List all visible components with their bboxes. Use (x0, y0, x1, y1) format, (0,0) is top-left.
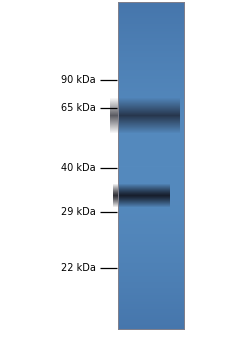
Text: 22 kDa: 22 kDa (61, 263, 96, 273)
Text: 29 kDa: 29 kDa (61, 207, 96, 217)
Text: 65 kDa: 65 kDa (61, 103, 96, 113)
Text: 40 kDa: 40 kDa (61, 163, 96, 173)
Text: 90 kDa: 90 kDa (61, 75, 96, 85)
